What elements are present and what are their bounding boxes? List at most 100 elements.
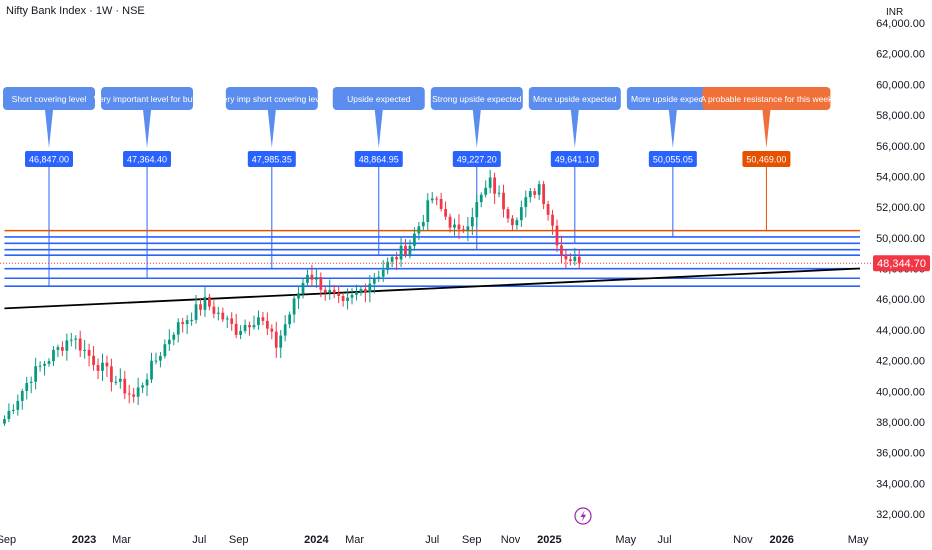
candle-body xyxy=(417,226,421,234)
candle-body xyxy=(421,222,425,227)
callout-box[interactable] xyxy=(702,87,831,110)
candle-body xyxy=(519,207,523,221)
candle-body xyxy=(408,245,412,255)
trendline[interactable] xyxy=(4,267,861,310)
candle-body xyxy=(136,387,140,397)
candle-body xyxy=(194,304,198,320)
lightning-icon[interactable] xyxy=(574,507,592,525)
candle-body xyxy=(337,293,341,296)
y-tick-label: 62,000.00 xyxy=(876,49,925,61)
candle-body xyxy=(355,292,358,295)
callout-text: Very imp short covering level xyxy=(217,94,326,104)
level-value-label: 48,864.95 xyxy=(359,155,399,165)
candle-body xyxy=(11,409,15,411)
candle-body xyxy=(546,204,550,215)
candle-body xyxy=(484,187,488,195)
candle-body xyxy=(3,419,6,424)
candle-body xyxy=(176,322,180,335)
level-value-badge[interactable] xyxy=(550,151,599,167)
x-tick-label: 2023 xyxy=(72,534,96,546)
callout-box[interactable] xyxy=(626,87,719,110)
candle-body xyxy=(279,335,283,348)
candle-body xyxy=(457,224,461,230)
callout-text: A probable resistance for this week xyxy=(701,94,834,104)
candle-body xyxy=(87,349,91,356)
callout-box[interactable] xyxy=(332,87,425,110)
candle-body xyxy=(123,378,127,394)
callout-text: More upside expected xyxy=(631,94,715,104)
candle-body xyxy=(395,257,398,260)
callout-pointer xyxy=(374,110,383,148)
candle-body xyxy=(502,192,505,210)
candle-body xyxy=(216,312,220,314)
candle-body xyxy=(274,331,278,348)
level-value-badge[interactable] xyxy=(742,151,791,167)
level-value-label: 49,641.10 xyxy=(555,155,595,165)
candle-body xyxy=(61,347,64,351)
candle-body xyxy=(248,325,251,328)
callout-box[interactable] xyxy=(528,87,621,110)
candle-body xyxy=(297,293,300,299)
candle-body xyxy=(497,192,501,194)
candle-body xyxy=(43,363,46,366)
candle-body xyxy=(314,277,318,280)
candle-body xyxy=(56,347,60,350)
level-value-badge[interactable] xyxy=(354,151,403,167)
level-value-badge[interactable] xyxy=(452,151,501,167)
candle-body xyxy=(203,296,207,310)
candle-body xyxy=(7,410,11,420)
callout-box[interactable] xyxy=(225,87,318,110)
candle-body xyxy=(439,198,443,209)
candle-body xyxy=(346,297,349,301)
candle-body xyxy=(413,233,416,246)
candle-body xyxy=(390,257,394,262)
currency-label: INR xyxy=(886,7,904,18)
candle-body xyxy=(118,378,122,382)
candle-body xyxy=(453,224,456,228)
callout-pointer xyxy=(762,110,771,148)
y-tick-label: 60,000.00 xyxy=(876,79,925,91)
candle-body xyxy=(96,365,100,371)
candle-body xyxy=(265,320,269,329)
candle-body xyxy=(190,319,193,321)
candle-body xyxy=(470,217,474,227)
candle-body xyxy=(448,216,452,228)
candle-body xyxy=(83,349,87,351)
candle-body xyxy=(74,338,78,340)
x-tick-label: Jul xyxy=(658,534,672,546)
last-price-label: 48,344.70 xyxy=(877,258,926,270)
candle-body xyxy=(372,278,376,284)
level-value-badge[interactable] xyxy=(25,151,74,167)
candle-body xyxy=(230,318,234,324)
callout-pointer xyxy=(570,110,579,148)
x-tick-label: Mar xyxy=(345,534,364,546)
x-tick-label: Nov xyxy=(733,534,753,546)
level-value-badge[interactable] xyxy=(648,151,697,167)
y-tick-label: 42,000.00 xyxy=(876,356,925,368)
x-tick-label: 2026 xyxy=(769,534,793,546)
level-value-label: 50,055.05 xyxy=(653,155,693,165)
level-value-label: 47,364.40 xyxy=(127,155,167,165)
y-tick-label: 40,000.00 xyxy=(876,386,925,398)
candle-body xyxy=(364,289,367,293)
candle-body xyxy=(493,177,496,194)
candle-body xyxy=(560,245,563,256)
candle-body xyxy=(435,198,439,200)
level-value-badge[interactable] xyxy=(123,151,172,167)
callout-pointer xyxy=(668,110,677,148)
callout-pointer xyxy=(267,110,276,148)
level-value-badge[interactable] xyxy=(247,151,296,167)
candle-body xyxy=(261,317,265,321)
callout-box[interactable] xyxy=(3,87,96,110)
candle-body xyxy=(488,177,492,188)
candle-body xyxy=(430,198,434,201)
candle-body xyxy=(350,294,354,298)
callout-box[interactable] xyxy=(430,87,523,110)
x-tick-label: May xyxy=(615,534,636,546)
candle-body xyxy=(212,306,216,314)
last-price-badge xyxy=(873,255,930,272)
candle-body xyxy=(239,330,243,335)
callout-box[interactable] xyxy=(101,87,194,110)
candle-body xyxy=(359,289,363,293)
